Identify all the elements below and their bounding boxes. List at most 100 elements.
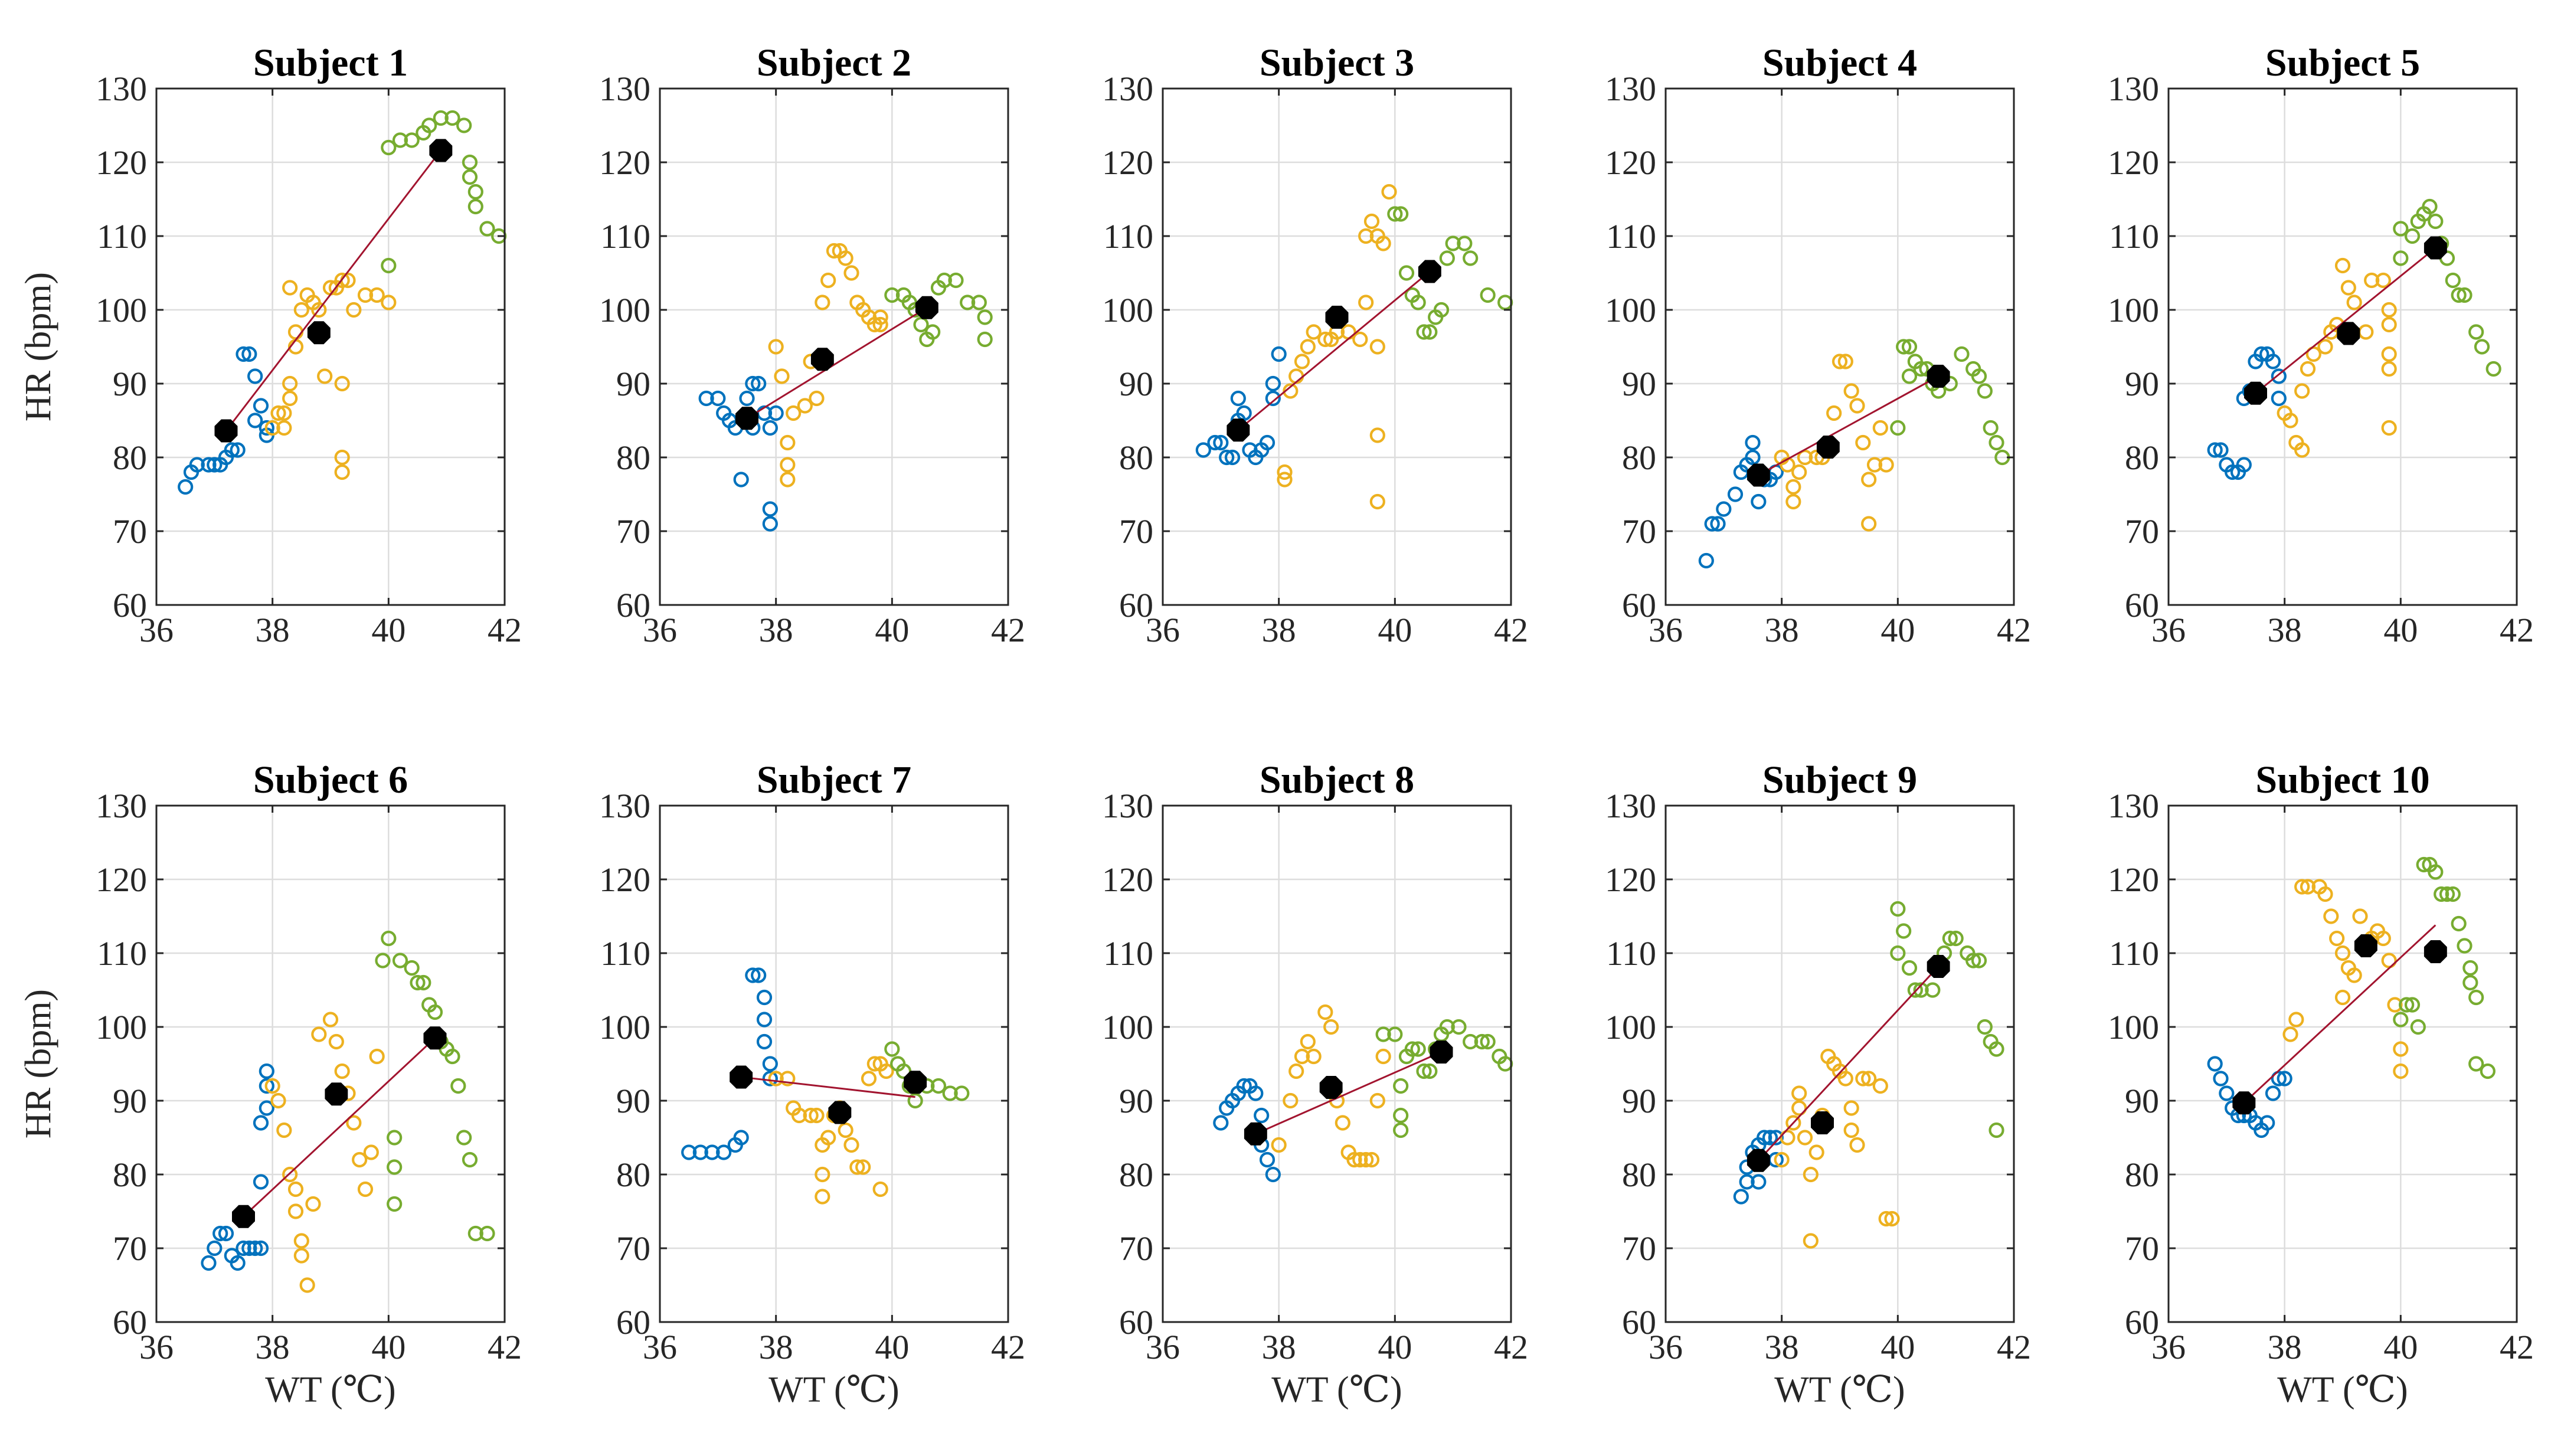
data-point <box>1977 1019 1993 1035</box>
data-point <box>305 1196 321 1212</box>
data-point <box>2213 1071 2229 1087</box>
data-point <box>2381 420 2397 436</box>
y-tick-label: 60 <box>1622 586 1656 624</box>
data-point <box>287 1203 304 1219</box>
mean-marker <box>1244 1122 1267 1146</box>
data-point <box>1375 1026 1391 1042</box>
data-point <box>878 1063 894 1079</box>
series-3 <box>884 272 993 348</box>
y-tick-label: 100 <box>1605 291 1656 329</box>
data-point <box>2393 1063 2409 1079</box>
data-point <box>751 967 767 983</box>
y-tick-label: 110 <box>1103 934 1153 973</box>
data-point <box>1236 405 1252 421</box>
data-point <box>1463 250 1479 266</box>
x-tick-label: 38 <box>256 1328 290 1366</box>
data-point <box>2346 295 2362 310</box>
data-point <box>866 1056 882 1072</box>
y-tick-label: 60 <box>2125 586 2159 624</box>
subplot-title: Subject 10 <box>2255 758 2429 801</box>
subplot-title: Subject 2 <box>757 41 911 84</box>
data-point <box>1837 1071 1853 1087</box>
series-1 <box>1195 346 1287 466</box>
axes-box <box>659 804 1009 1323</box>
data-point <box>1265 375 1281 392</box>
x-tick-label: 38 <box>759 611 793 649</box>
y-tick-label: 100 <box>2108 291 2159 329</box>
data-point <box>2381 346 2397 362</box>
data-point <box>1317 1004 1333 1020</box>
data-point <box>2393 221 2409 237</box>
x-tick-label: 40 <box>1880 1328 1915 1366</box>
data-point <box>815 1166 830 1183</box>
y-tick-label: 110 <box>2109 217 2159 256</box>
data-point <box>293 302 309 318</box>
data-point <box>1774 1151 1790 1168</box>
data-point <box>820 1130 836 1146</box>
x-tick-label: 36 <box>1649 1328 1683 1366</box>
data-point <box>1358 228 1374 244</box>
data-point <box>456 117 472 133</box>
data-point <box>745 375 761 392</box>
y-tick-label: 60 <box>616 586 650 624</box>
data-point <box>1265 1166 1281 1183</box>
data-point <box>2457 287 2472 303</box>
y-tick-label: 80 <box>2125 1156 2159 1194</box>
mean-marker <box>730 1065 753 1089</box>
y-tick-label: 70 <box>616 512 650 551</box>
data-point <box>2323 908 2339 924</box>
data-point <box>2340 280 2356 296</box>
mean-marker <box>1418 260 1441 283</box>
data-point <box>2416 856 2432 873</box>
series-3 <box>1890 339 2010 466</box>
data-point <box>2468 989 2484 1006</box>
data-point <box>1283 1092 1299 1109</box>
mean-marker <box>735 407 758 430</box>
data-point <box>1433 302 1450 318</box>
data-point <box>780 434 796 451</box>
mean-marker <box>1747 1149 1770 1172</box>
y-tick-label: 70 <box>2125 1229 2159 1268</box>
data-point <box>2387 997 2403 1013</box>
y-tick-label: 70 <box>113 1229 147 1268</box>
data-point <box>1294 1048 1310 1065</box>
x-tick-label: 38 <box>2268 1328 2302 1366</box>
data-point <box>838 1122 853 1138</box>
y-tick-label: 70 <box>1622 1229 1656 1268</box>
data-point <box>2294 879 2310 895</box>
data-point <box>2219 1085 2235 1101</box>
subplot-title: Subject 1 <box>253 41 408 84</box>
data-point <box>1901 368 1918 384</box>
data-point <box>334 449 350 466</box>
data-point <box>2334 945 2351 961</box>
data-point <box>259 1078 274 1094</box>
data-point <box>2451 287 2467 303</box>
axes-box <box>155 87 506 606</box>
data-point <box>1277 464 1293 480</box>
y-tick-label: 100 <box>599 1008 650 1046</box>
data-point <box>2434 886 2449 902</box>
y-tick-label: 110 <box>2109 934 2159 973</box>
data-point <box>1271 346 1287 362</box>
data-point <box>1422 324 1438 340</box>
y-tick-label: 80 <box>1622 1156 1656 1194</box>
data-point <box>2346 967 2362 983</box>
data-point <box>1294 354 1310 369</box>
subplot-title: Subject 9 <box>1762 758 1917 801</box>
y-tick-label: 130 <box>1102 70 1153 108</box>
data-point <box>2457 938 2472 954</box>
data-point <box>1346 1151 1362 1168</box>
y-tick-label: 100 <box>96 1008 147 1046</box>
mean-marker <box>1747 463 1770 487</box>
plot-area <box>156 89 505 605</box>
data-point <box>815 295 830 310</box>
y-tick-label: 120 <box>599 143 650 182</box>
data-point <box>1363 1151 1380 1168</box>
x-tick-label: 38 <box>1262 1328 1296 1366</box>
data-point <box>2462 974 2478 991</box>
data-point <box>1907 982 1923 998</box>
data-point <box>1704 516 1720 532</box>
data-point <box>2393 1012 2409 1028</box>
data-point <box>1890 945 1906 961</box>
data-point <box>1861 1071 1877 1087</box>
